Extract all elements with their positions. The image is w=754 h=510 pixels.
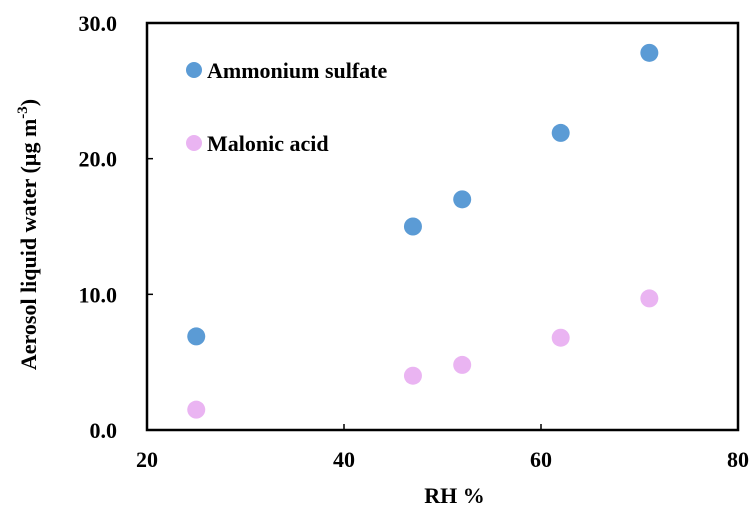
legend-marker-malonic-acid	[186, 135, 202, 151]
data-point-ammonium-sulfate	[640, 43, 659, 62]
data-points	[187, 43, 659, 419]
y-tick-label: 30.0	[79, 11, 118, 36]
data-point-ammonium-sulfate	[453, 190, 472, 209]
legend-marker-ammonium-sulfate	[186, 62, 202, 78]
data-point-malonic-acid	[551, 328, 570, 347]
x-tick-label: 40	[333, 447, 355, 472]
x-tick-label: 80	[727, 447, 749, 472]
legend-label-ammonium-sulfate: Ammonium sulfate	[207, 58, 388, 83]
y-axis-title-main: Aerosol liquid water (µg m	[16, 119, 41, 370]
y-axis-ticks: 0.0 10.0 20.0 30.0	[79, 11, 153, 443]
x-tick-label: 60	[530, 447, 552, 472]
data-point-malonic-acid	[453, 355, 472, 374]
data-point-ammonium-sulfate	[403, 217, 422, 236]
data-point-ammonium-sulfate	[187, 327, 206, 346]
y-axis-title: Aerosol liquid water (µg m-3)	[15, 99, 41, 370]
y-tick-label: 10.0	[79, 282, 118, 307]
y-axis-title-close: )	[16, 99, 41, 106]
legend: Ammonium sulfate Malonic acid	[186, 58, 388, 156]
data-point-malonic-acid	[403, 366, 422, 385]
data-point-ammonium-sulfate	[551, 123, 570, 142]
legend-label-malonic-acid: Malonic acid	[207, 131, 329, 156]
x-axis-title: RH %	[424, 483, 485, 508]
data-point-malonic-acid	[640, 289, 659, 308]
y-axis-title-superscript: -3	[15, 106, 31, 119]
x-tick-label: 20	[136, 447, 158, 472]
data-point-malonic-acid	[187, 400, 206, 419]
x-axis-ticks: 20 40 60 80	[136, 424, 749, 472]
plot-area	[145, 21, 740, 432]
y-tick-label: 20.0	[79, 147, 118, 172]
y-tick-label: 0.0	[90, 418, 118, 443]
